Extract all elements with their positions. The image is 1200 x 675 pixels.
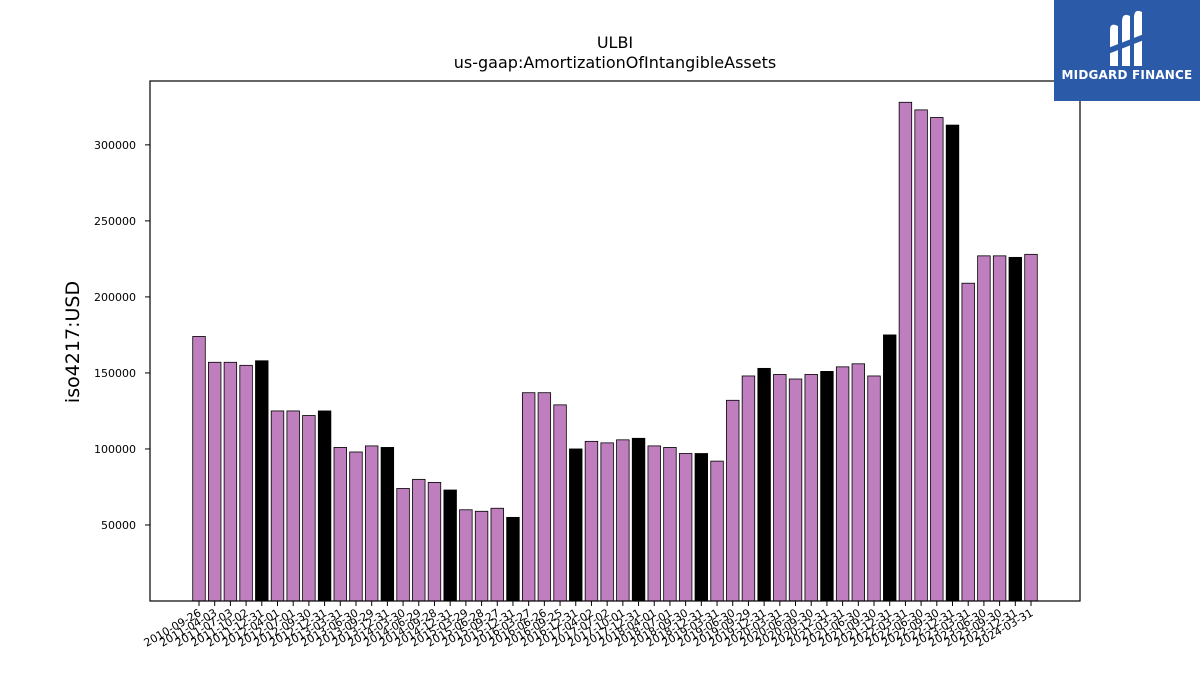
bar-2012-09-30: [302, 415, 316, 602]
bar-2013-09-29: [364, 445, 379, 602]
plot-frame: [149, 80, 1081, 602]
bar-2012-07-01: [286, 410, 300, 602]
bar-2016-09-25: [553, 404, 567, 602]
bar-2020-09-30: [804, 374, 818, 602]
bar-2011-04-03: [208, 361, 222, 602]
bar-2021-12-31: [883, 334, 897, 602]
bar-2014-09-28: [427, 481, 442, 602]
bar-2021-06-30: [851, 363, 865, 602]
y-tick-label: 50000: [101, 519, 136, 532]
bar-2021-09-30: [867, 375, 881, 602]
y-tick-label: 250000: [94, 215, 136, 228]
y-axis-ticks: 50000 100000 150000 200000 250000 300000: [94, 139, 150, 532]
bar-2014-12-31: [443, 489, 457, 602]
bar-2018-04-01: [647, 445, 661, 602]
bar-2014-06-29: [412, 478, 426, 602]
logo-mark-icon: [1108, 10, 1144, 67]
bar-2019-12-31: [757, 367, 771, 602]
bar-2012-12-31: [317, 410, 332, 602]
bar-2019-09-29: [741, 375, 756, 602]
bar-2018-09-30: [678, 453, 693, 602]
bar-2018-12-31: [694, 453, 709, 602]
bar-2015-12-31: [506, 516, 520, 602]
bar-2015-09-27: [490, 507, 504, 602]
bar-2013-03-31: [333, 447, 347, 602]
bar-2023-06-30: [977, 255, 991, 602]
bar-2024-03-31: [1024, 253, 1038, 602]
bar-2013-12-31: [380, 447, 395, 602]
bar-2022-09-30: [930, 117, 944, 602]
bar-2020-06-30: [788, 378, 803, 602]
bar-2016-03-27: [521, 392, 536, 602]
bar-2019-06-30: [726, 399, 740, 602]
bar-2017-04-02: [584, 440, 599, 602]
bar-2010-09-26: [192, 336, 206, 602]
bar-2011-10-02: [239, 364, 253, 602]
bar-2023-12-31: [1008, 256, 1022, 602]
y-axis-label: iso4217:USD: [62, 281, 84, 403]
bar-2013-06-30: [349, 451, 363, 602]
bar-2020-03-31: [773, 374, 787, 602]
bar-2023-03-31: [961, 282, 975, 602]
bar-2016-12-31: [569, 448, 583, 602]
bar-2017-10-01: [616, 439, 630, 602]
bar-2018-07-01: [663, 447, 677, 602]
bars-group: [192, 101, 1038, 602]
bar-2023-09-30: [992, 255, 1007, 602]
bar-2011-07-03: [223, 361, 238, 602]
chart-subtitle: us-gaap:AmortizationOfIntangibleAssets: [454, 53, 776, 72]
bar-2022-12-31: [945, 124, 960, 602]
y-tick-label: 300000: [94, 139, 136, 152]
chart-title: ULBI: [597, 33, 633, 52]
bar-2012-04-01: [270, 410, 285, 602]
bar-2015-03-29: [459, 509, 473, 602]
bar-2020-12-31: [820, 371, 834, 602]
midgard-finance-logo: MIDGARD FINANCE: [1054, 0, 1200, 101]
bar-2011-12-31: [255, 360, 269, 602]
bar-2021-03-31: [835, 366, 850, 602]
bar-2022-06-30: [914, 109, 928, 602]
bar-2015-06-28: [474, 510, 489, 602]
bar-2017-07-02: [600, 442, 614, 602]
x-axis-ticks: 2010-09-262011-04-032011-07-032011-10-02…: [142, 601, 1036, 650]
y-tick-label: 100000: [94, 443, 136, 456]
bar-2019-03-31: [710, 460, 724, 602]
bar-2014-03-30: [396, 488, 410, 602]
y-tick-label: 150000: [94, 367, 136, 380]
logo-text: MIDGARD FINANCE: [1061, 68, 1193, 82]
bar-2022-03-31: [898, 101, 913, 602]
bar-2016-06-26: [537, 392, 552, 602]
y-tick-label: 200000: [94, 291, 136, 304]
bar-2017-12-31: [631, 437, 646, 602]
